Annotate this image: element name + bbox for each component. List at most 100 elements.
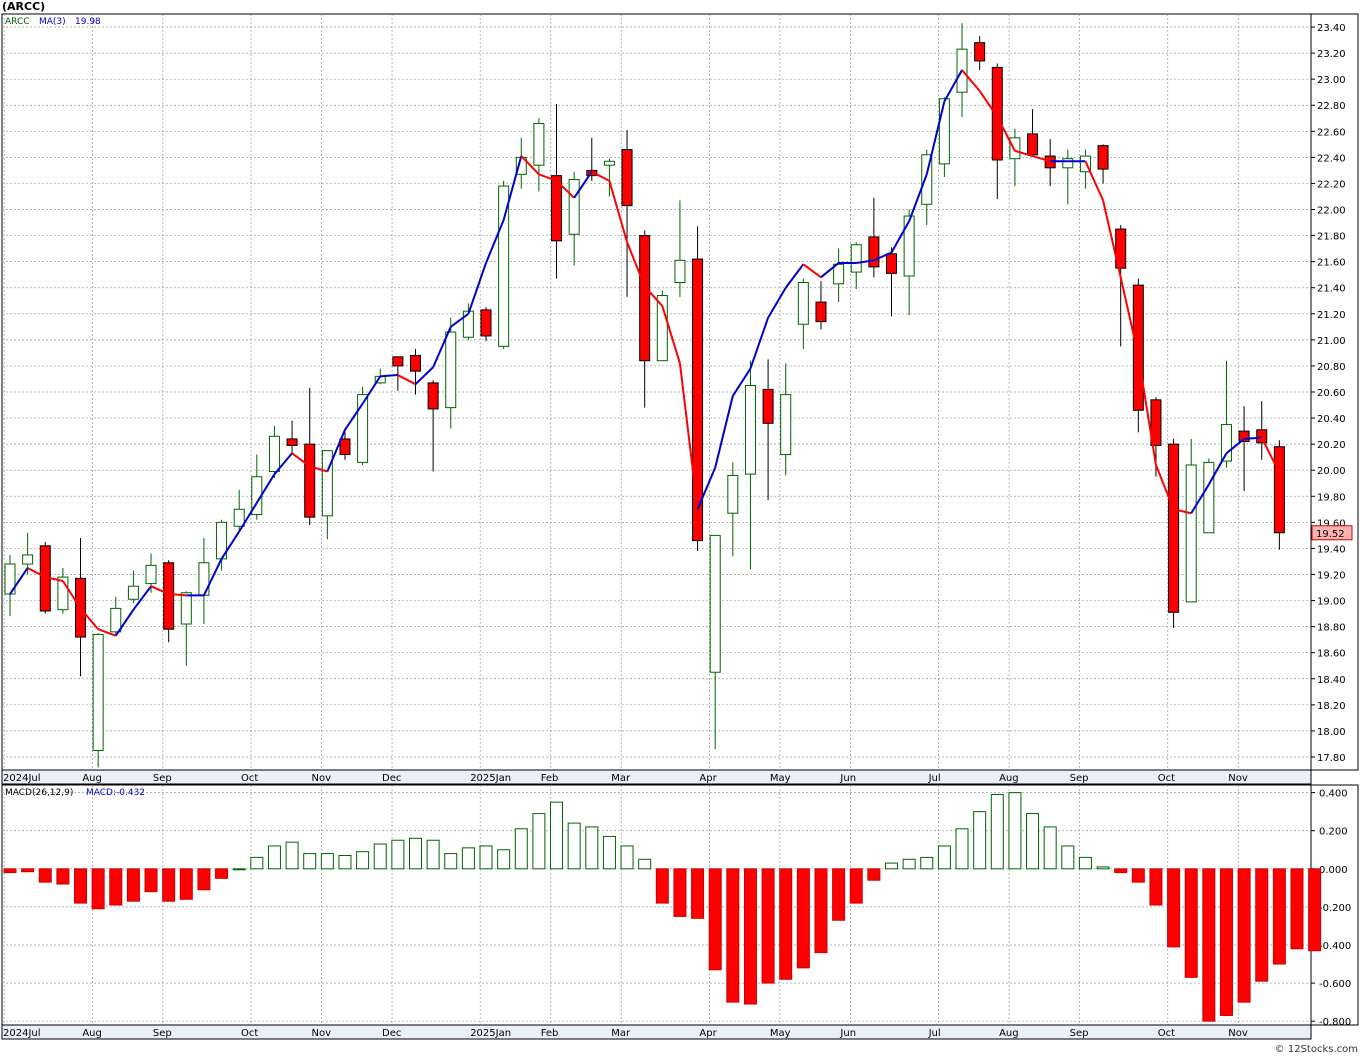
price-y-tick-label: 22.00 <box>1317 206 1346 217</box>
ma3-segment <box>731 367 752 397</box>
candle-body <box>321 450 333 517</box>
price-y-tick-label: 21.00 <box>1317 336 1346 347</box>
macd-bar <box>56 868 70 885</box>
candle-body <box>1009 137 1021 160</box>
chart-title: (ARCC) <box>2 0 46 13</box>
macd-bar <box>1167 868 1181 948</box>
price-y-tick-label: 20.60 <box>1317 388 1346 399</box>
price-y-tick-label: 18.60 <box>1317 649 1346 660</box>
candle-body <box>145 564 157 585</box>
candle-body <box>22 554 34 565</box>
candle-body <box>92 633 104 751</box>
macd-bar <box>215 868 229 879</box>
ma3-segment <box>643 285 664 307</box>
macd-bar <box>144 868 158 893</box>
ma3-segment <box>943 69 963 102</box>
macd-bar <box>373 843 387 870</box>
candle-body <box>1062 158 1074 169</box>
price-x-tick-label: Jun <box>839 773 856 784</box>
macd-x-tick-label: Aug <box>999 1028 1019 1039</box>
macd-bar <box>1272 868 1286 965</box>
ma3-segment <box>873 251 892 262</box>
ma3-segment <box>273 452 293 475</box>
candle-body <box>1097 145 1109 170</box>
candle-body <box>709 534 721 673</box>
macd-y-tick-label: 0.000 <box>1319 865 1348 876</box>
macd-bar <box>162 868 176 902</box>
macd-x-axis-band <box>1 1024 1312 1040</box>
candle-body <box>427 382 439 410</box>
macd-y-tick-label: 0.400 <box>1319 789 1348 800</box>
ma3-segment <box>573 171 593 199</box>
price-x-tick-label: 2024Jul <box>3 773 41 784</box>
macd-bar <box>691 868 705 919</box>
candle-body <box>1132 284 1144 411</box>
macd-bar <box>567 822 581 870</box>
ma3-segment <box>856 259 875 264</box>
macd-bar <box>902 858 916 870</box>
candle-body <box>727 474 739 514</box>
macd-bar <box>867 868 881 881</box>
macd-x-tick-label: 2024Jul <box>3 1028 41 1039</box>
candle-body <box>868 236 880 268</box>
macd-bar <box>1026 813 1040 870</box>
macd-bar <box>1202 868 1216 1022</box>
macd-bar <box>179 868 193 900</box>
ma3-segment <box>591 170 610 182</box>
candle-body <box>886 253 897 274</box>
candle-body <box>498 185 510 347</box>
candle-body <box>1027 133 1039 156</box>
candle-body <box>692 258 704 542</box>
price-y-tick-label: 18.80 <box>1317 623 1346 634</box>
ma3-segment <box>114 609 135 637</box>
price-x-tick-label: Aug <box>999 773 1019 784</box>
macd-bar <box>532 813 546 870</box>
candle-body <box>797 282 809 325</box>
ma3-segment <box>961 69 981 92</box>
price-x-tick-label: Oct <box>1158 773 1175 784</box>
price-y-tick-label: 19.80 <box>1317 492 1346 503</box>
candle-body <box>180 592 192 625</box>
candle-body <box>339 438 351 456</box>
candle-body <box>991 66 1003 161</box>
macd-x-tick-label: Nov <box>1228 1028 1248 1039</box>
ma3-segment <box>168 593 187 597</box>
macd-x-tick-label: Nov <box>312 1028 332 1039</box>
macd-bar <box>1290 868 1304 950</box>
price-x-tick-label: Nov <box>312 773 332 784</box>
candle-body <box>1115 228 1127 269</box>
ma3-segment <box>1032 155 1051 163</box>
candle-body <box>639 235 651 362</box>
ma3-segment <box>9 567 29 595</box>
price-y-tick-label: 21.60 <box>1317 258 1346 269</box>
candle-body <box>568 179 580 235</box>
macd-y-tick-label: -0.200 <box>1319 903 1351 914</box>
macd-bar <box>743 868 757 1005</box>
price-y-tick-label: 21.40 <box>1317 284 1346 295</box>
macd-bar <box>990 794 1004 870</box>
macd-legend-label: MACD(26,12,9) <box>5 788 73 798</box>
ma3-segment <box>890 220 911 254</box>
macd-bar <box>497 849 511 870</box>
macd-y-tick-label: 0.200 <box>1319 827 1348 838</box>
price-x-tick-label: Apr <box>699 773 717 784</box>
candle-body <box>110 607 122 633</box>
macd-bar <box>197 868 211 891</box>
ma3-segment <box>996 116 1016 152</box>
ma3-segment <box>291 452 311 468</box>
macd-bar <box>1114 868 1128 874</box>
price-y-tick-label: 21.80 <box>1317 232 1346 243</box>
macd-bar <box>338 854 352 870</box>
price-x-tick-label: Feb <box>541 773 559 784</box>
macd-x-tick-label: Aug <box>82 1028 102 1039</box>
price-y-tick-label: 21.20 <box>1317 310 1346 321</box>
ma3-segment <box>380 374 398 378</box>
candle-body <box>445 331 457 409</box>
price-y-tick-label: 20.40 <box>1317 414 1346 425</box>
ma3-segment <box>344 403 364 431</box>
candle-body <box>163 562 175 630</box>
price-y-tick-label: 18.40 <box>1317 675 1346 686</box>
candle-body <box>1150 399 1162 446</box>
ma3-segment <box>520 155 540 176</box>
